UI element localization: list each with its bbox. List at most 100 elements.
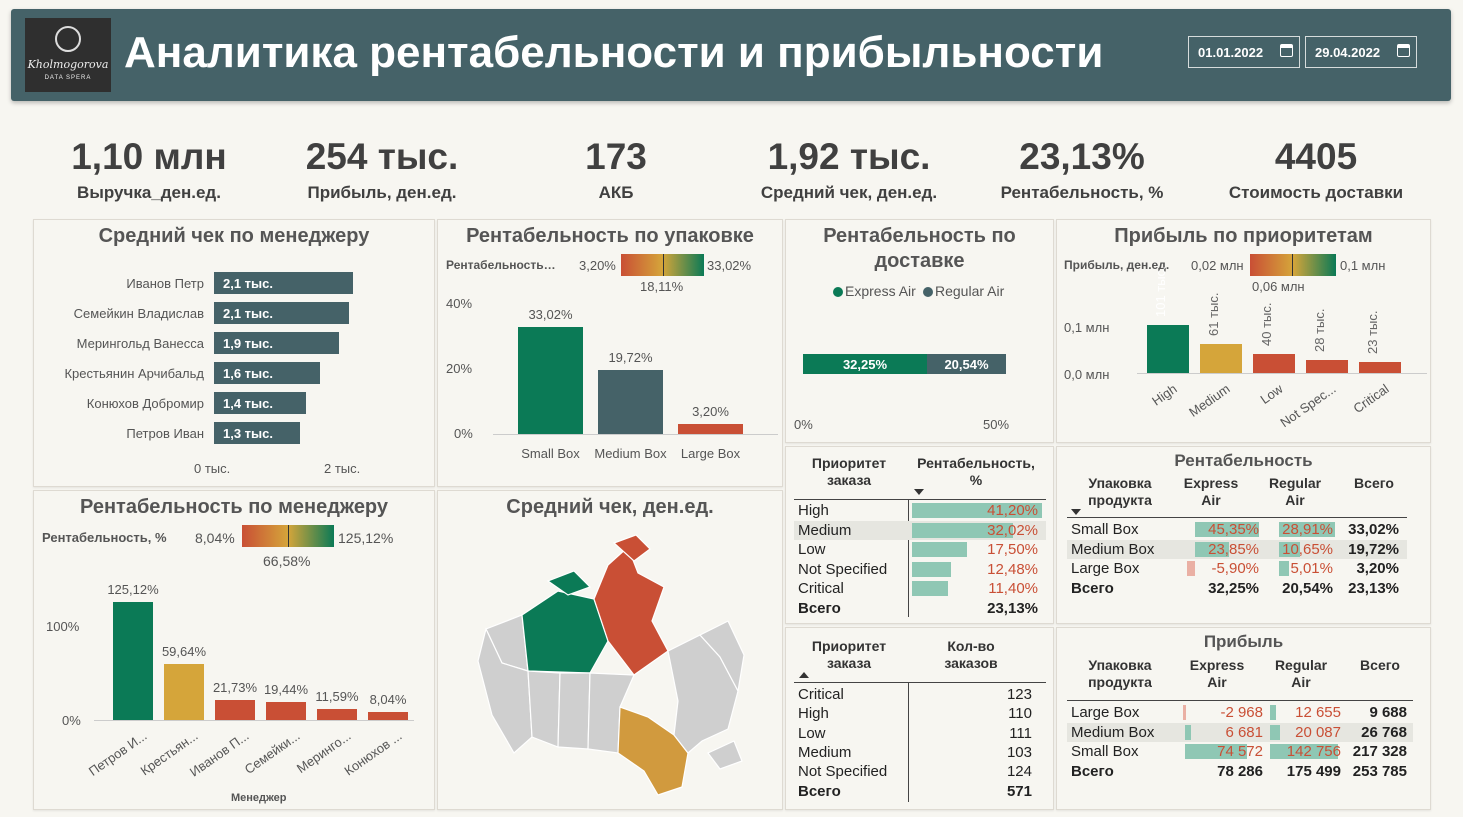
manager-name: Иванов Петр <box>126 276 204 291</box>
panel-title: Рентабельность по доставке <box>823 225 1016 272</box>
date-from-picker[interactable]: 01.01.2022 <box>1188 36 1300 68</box>
panel-title: Средний чек по менеджеру <box>98 225 370 247</box>
bar[interactable]: 2,1 тыс. <box>214 302 349 324</box>
y-tick: 100% <box>46 619 80 634</box>
date-to-picker[interactable]: 29.04.2022 <box>1305 36 1417 68</box>
bar[interactable]: 1,9 тыс. <box>214 332 339 354</box>
profitability-value: 11,40% <box>988 580 1038 597</box>
express-value: 74 572 <box>1217 743 1263 760</box>
category-label: Large Box <box>680 446 741 461</box>
table-row[interactable]: Medium 32,02% <box>794 520 1046 540</box>
bar-label: 21,73% <box>212 680 258 695</box>
bar-segment[interactable]: 20,54% <box>927 354 1006 374</box>
bar-label: 61 тыс. <box>1206 292 1221 336</box>
table-row[interactable]: Large Box -2 968 12 655 9 688 <box>1067 703 1413 722</box>
table-row[interactable]: Critical 11,40% <box>794 579 1046 598</box>
row-highlight <box>1067 722 1413 742</box>
table-row[interactable]: Small Box 74 572 142 756 217 328 <box>1067 742 1413 761</box>
calendar-icon[interactable] <box>1280 44 1293 57</box>
bar[interactable] <box>678 424 743 434</box>
profitability-value: 12,48% <box>987 560 1038 578</box>
panel-title: Прибыль по приоритетам <box>1114 225 1373 247</box>
data-bar-negative <box>1183 705 1186 720</box>
bar[interactable]: 1,6 тыс. <box>214 362 320 384</box>
column-header-express[interactable]: Express Air <box>1189 657 1245 690</box>
x-axis <box>1137 373 1427 374</box>
bar[interactable] <box>1147 325 1189 373</box>
priority-name: Critical <box>798 580 844 597</box>
bar-label: 1,6 тыс. <box>223 366 273 381</box>
region-maritimes <box>707 740 743 770</box>
table-row[interactable]: Not Specified 12,48% <box>794 560 1046 579</box>
bar[interactable] <box>1253 354 1295 373</box>
x-axis <box>493 434 778 435</box>
priority-name: High <box>798 705 829 723</box>
profitability-by-package-panel: Рентабельность по упаковке Рентабельност… <box>437 219 783 487</box>
column-header-express[interactable]: Express Air <box>1183 475 1239 508</box>
table-row[interactable]: Not Specified 124 <box>794 762 1046 781</box>
bar[interactable] <box>368 712 408 720</box>
bar[interactable]: 2,1 тыс. <box>214 272 353 294</box>
sort-desc-icon[interactable] <box>1071 509 1081 515</box>
bar[interactable] <box>215 700 255 720</box>
region-arctic-islands <box>546 570 592 596</box>
table-row[interactable]: Low 111 <box>794 724 1046 743</box>
regular-total: 175 499 <box>1286 762 1341 780</box>
column-header-package[interactable]: Упаковка продукта <box>1088 475 1152 508</box>
total-value: 9 688 <box>1369 704 1407 721</box>
data-bar <box>912 561 951 577</box>
profitability-by-delivery-panel: Рентабельность по доставке Express Air R… <box>785 219 1054 443</box>
data-bar <box>1195 541 1229 557</box>
table-row[interactable]: Low 17,50% <box>794 540 1046 559</box>
priority-orders-table: Приоритет заказа Кол-во заказов Critical… <box>785 627 1054 810</box>
bar[interactable] <box>317 709 357 720</box>
column-header-profitability[interactable]: Рентабельность, % <box>917 455 1035 488</box>
y-tick: 0% <box>62 713 81 728</box>
table-row[interactable]: High 110 <box>794 704 1046 723</box>
table-row[interactable]: Medium Box 6 681 20 087 26 768 <box>1067 722 1413 742</box>
sort-asc-icon[interactable] <box>799 672 809 678</box>
total-value: 3,20% <box>1356 560 1399 577</box>
column-header-package[interactable]: Упаковка продукта <box>1088 657 1152 690</box>
table-row[interactable]: High 41,20% <box>794 501 1046 520</box>
priority-name: Medium <box>798 743 852 761</box>
bar[interactable] <box>598 370 663 434</box>
bar-segment[interactable]: 32,25% <box>803 354 927 374</box>
column-header-regular[interactable]: Regular Air <box>1274 657 1328 690</box>
header-bar: Kholmogorova DATA SPERA Аналитика рентаб… <box>11 9 1451 101</box>
y-tick: 40% <box>446 296 473 311</box>
legend-mid: 66,58% <box>263 553 311 569</box>
column-header-total[interactable]: Всего <box>1354 475 1394 491</box>
bar[interactable] <box>113 602 153 720</box>
canada-map[interactable] <box>438 491 784 811</box>
avg-check-by-manager-panel: Средний чек по менеджеру Иванов Петр 2,1 … <box>33 219 435 487</box>
bar[interactable]: 1,3 тыс. <box>214 422 300 444</box>
bar[interactable] <box>518 327 583 434</box>
region-bc <box>477 627 533 754</box>
bar[interactable] <box>1200 344 1242 373</box>
bar-label: 8,04% <box>369 692 407 707</box>
column-header-priority[interactable]: Приоритет заказа <box>811 455 887 488</box>
column-header-regular[interactable]: Regular Air <box>1268 475 1322 508</box>
calendar-icon[interactable] <box>1397 44 1410 57</box>
table-row[interactable]: Critical 123 <box>794 685 1046 704</box>
bar[interactable] <box>1306 360 1348 373</box>
table-row[interactable]: Small Box 45,35% 28,91% 33,02% <box>1067 520 1407 539</box>
table-row[interactable]: Medium Box 23,85% 10,65% 19,72% <box>1067 539 1407 559</box>
legend-dot <box>833 287 843 297</box>
color-scale <box>621 254 704 276</box>
sort-desc-icon[interactable] <box>914 489 924 495</box>
column-header-total[interactable]: Всего <box>1360 657 1400 673</box>
panel-title: Рентабельность по менеджеру <box>79 496 389 518</box>
bar[interactable] <box>164 664 204 720</box>
bar[interactable]: 1,4 тыс. <box>214 392 306 414</box>
table-row[interactable]: Medium 103 <box>794 743 1046 762</box>
column-header-orders[interactable]: Кол-во заказов <box>944 638 998 671</box>
column-header-priority[interactable]: Приоритет заказа <box>811 638 887 671</box>
bar-label: 1,4 тыс. <box>223 396 273 411</box>
map-panel: Средний чек, ден.ед. <box>437 490 783 810</box>
kpi-delivery-cost: 4405 Стоимость доставки <box>1206 136 1426 203</box>
bar[interactable] <box>1359 362 1401 373</box>
bar[interactable] <box>266 702 306 720</box>
table-row[interactable]: Large Box -5,90% 5,01% 3,20% <box>1067 559 1407 578</box>
